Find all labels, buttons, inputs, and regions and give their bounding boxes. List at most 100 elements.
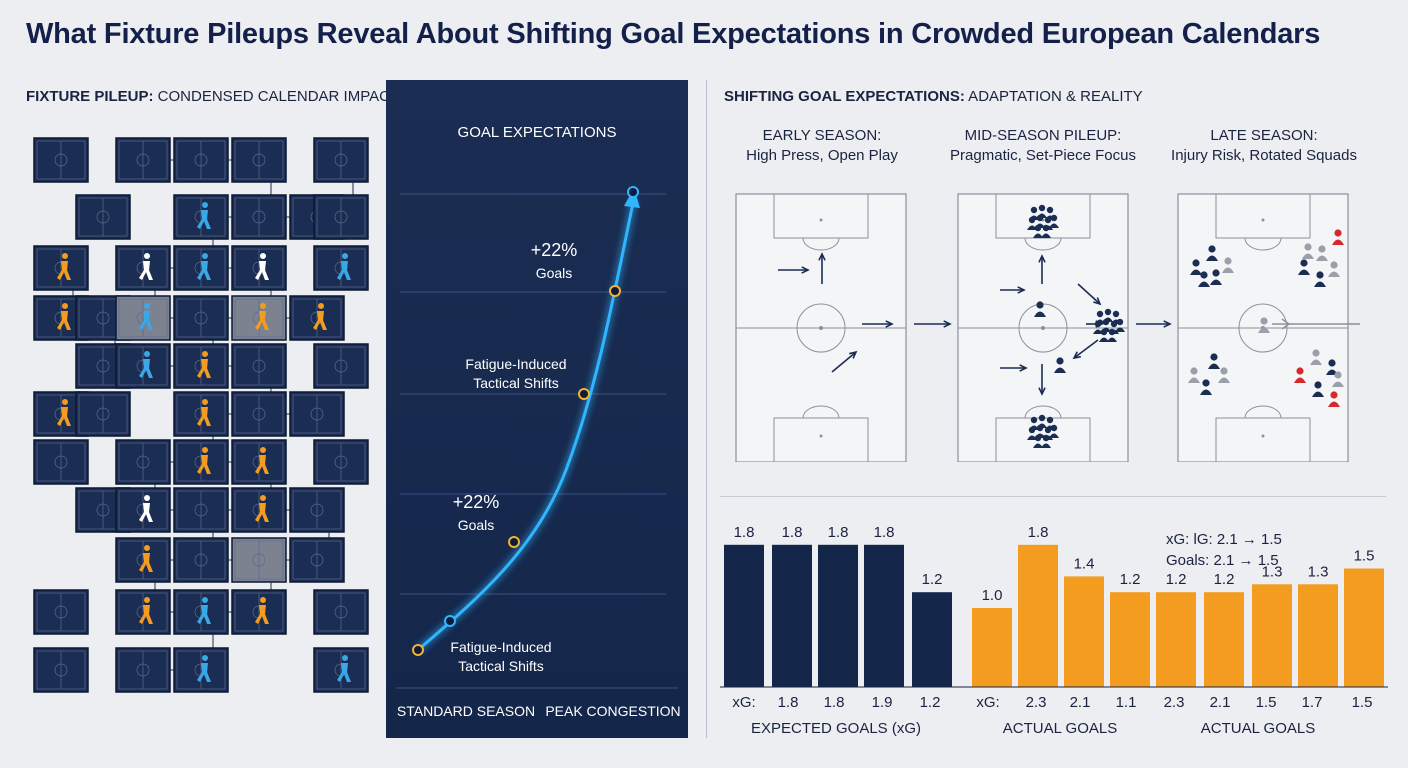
player-icon-head (1212, 269, 1220, 277)
arrow-shaft (831, 351, 857, 373)
pitch-top-arc (1244, 237, 1282, 251)
xg-bar (724, 544, 764, 687)
xg-bar (772, 544, 812, 687)
arrow-head (943, 320, 952, 328)
pitch-bottom-box (773, 417, 869, 462)
fixture-cell (173, 391, 232, 440)
player-figure (197, 663, 211, 682)
arrow-shaft (1073, 339, 1099, 359)
fixture-cell (173, 137, 232, 183)
player-icon-body (1332, 239, 1344, 245)
fixture-center-circle (334, 455, 348, 469)
player-icon-head (1334, 371, 1342, 379)
player-figure (57, 407, 71, 426)
fixture-cell (75, 391, 131, 437)
curve-marker (627, 186, 639, 198)
player-icon-body (1298, 269, 1310, 275)
xg-axis-label: 1.8 (824, 694, 845, 711)
axis-label-peak: PEAK CONGESTION (545, 703, 681, 719)
actual-bar-label: 1.3 (1308, 563, 1329, 580)
player-figure (197, 210, 211, 229)
cluster-body (1093, 329, 1103, 334)
fixture-center-circle (96, 407, 110, 421)
fixture-center-circle (252, 359, 266, 373)
fixture-cell (115, 245, 174, 296)
cluster-body (1033, 443, 1043, 448)
player-icon-head (1314, 381, 1322, 389)
cluster-body (1115, 327, 1125, 332)
fixture-cell (173, 439, 232, 485)
player-figure (197, 407, 211, 426)
group-label: EXPECTED GOALS (xG) (751, 720, 921, 737)
actual-axis-label: 1.5 (1256, 694, 1277, 711)
fixture-cell (173, 343, 232, 389)
legend-line2: Goals: 2.1 → 1.5 (1166, 552, 1279, 569)
fixture-center-circle (136, 663, 150, 677)
player-icon-head (1224, 257, 1232, 265)
player-head (144, 545, 150, 551)
xg-bar-label: 1.8 (782, 524, 803, 541)
fixture-center-circle (96, 359, 110, 373)
fixture-cell (231, 245, 287, 296)
actual-axis-label: 2.3 (1026, 694, 1047, 711)
annotation-top-unit: Goals (535, 265, 573, 281)
actual-bar-label: 1.3 (1262, 563, 1283, 580)
fixture-center-circle (96, 210, 110, 224)
fixture-cell (173, 589, 232, 648)
player-icon-body (1034, 311, 1046, 317)
pitch-center-spot (1041, 326, 1045, 330)
player-icon (1332, 229, 1344, 245)
player-icon-body (1218, 377, 1230, 383)
fixture-cell (173, 245, 232, 291)
player-figure (197, 261, 211, 280)
player-head (342, 253, 348, 259)
actual-bar (1298, 584, 1338, 687)
arrow-head (1095, 320, 1104, 328)
fixture-center-circle (136, 153, 150, 167)
player-icon-head (1036, 301, 1044, 309)
player-icon (1302, 243, 1314, 259)
fixture-cell (33, 245, 89, 296)
tactical-pitches (735, 193, 1360, 462)
cluster-body (1033, 233, 1043, 238)
player-head (62, 253, 68, 259)
cluster-head (1034, 224, 1042, 232)
curve-marker (412, 644, 424, 656)
player-head (144, 351, 150, 357)
actual-bar-label: 1.2 (1120, 571, 1141, 588)
actual-axis-label: 1.1 (1116, 694, 1137, 711)
cluster-head (1116, 318, 1124, 326)
player-head (260, 303, 266, 309)
player-icon-body (1200, 389, 1212, 395)
fixture-pileup-label-rest: CONDENSED CALENDAR IMPACT (153, 88, 400, 105)
cluster-body (1027, 435, 1037, 440)
fixture-cell (313, 647, 369, 693)
player-figure (255, 503, 269, 522)
fixture-center-circle (136, 455, 150, 469)
fixture-center-circle (334, 210, 348, 224)
fixture-cell (313, 137, 369, 195)
cluster-head (1044, 216, 1052, 224)
movement-arrow-icon (1072, 339, 1099, 360)
movement-arrow-icon (778, 266, 810, 274)
player-icon-body (1302, 253, 1314, 259)
player-icon-head (1330, 261, 1338, 269)
player-icon (1054, 357, 1066, 373)
pitch-top-arc (1024, 237, 1062, 251)
player-figure (139, 359, 153, 378)
player-figure (139, 503, 153, 522)
actual-bar (1344, 568, 1384, 687)
fixture-center-circle (310, 407, 324, 421)
player-figure (337, 663, 351, 682)
pitch-center-circle (1238, 303, 1288, 353)
player-icon-head (1300, 259, 1308, 267)
fixture-center-circle (334, 359, 348, 373)
cluster-head (1096, 310, 1104, 318)
pitch-mid-season (957, 193, 1129, 462)
player-icon-head (1200, 271, 1208, 279)
player-icon-head (1192, 259, 1200, 267)
section-divider (706, 80, 707, 738)
player-icon-body (1208, 363, 1220, 369)
fixture-cell (289, 537, 345, 583)
arrow-head (1163, 320, 1172, 328)
